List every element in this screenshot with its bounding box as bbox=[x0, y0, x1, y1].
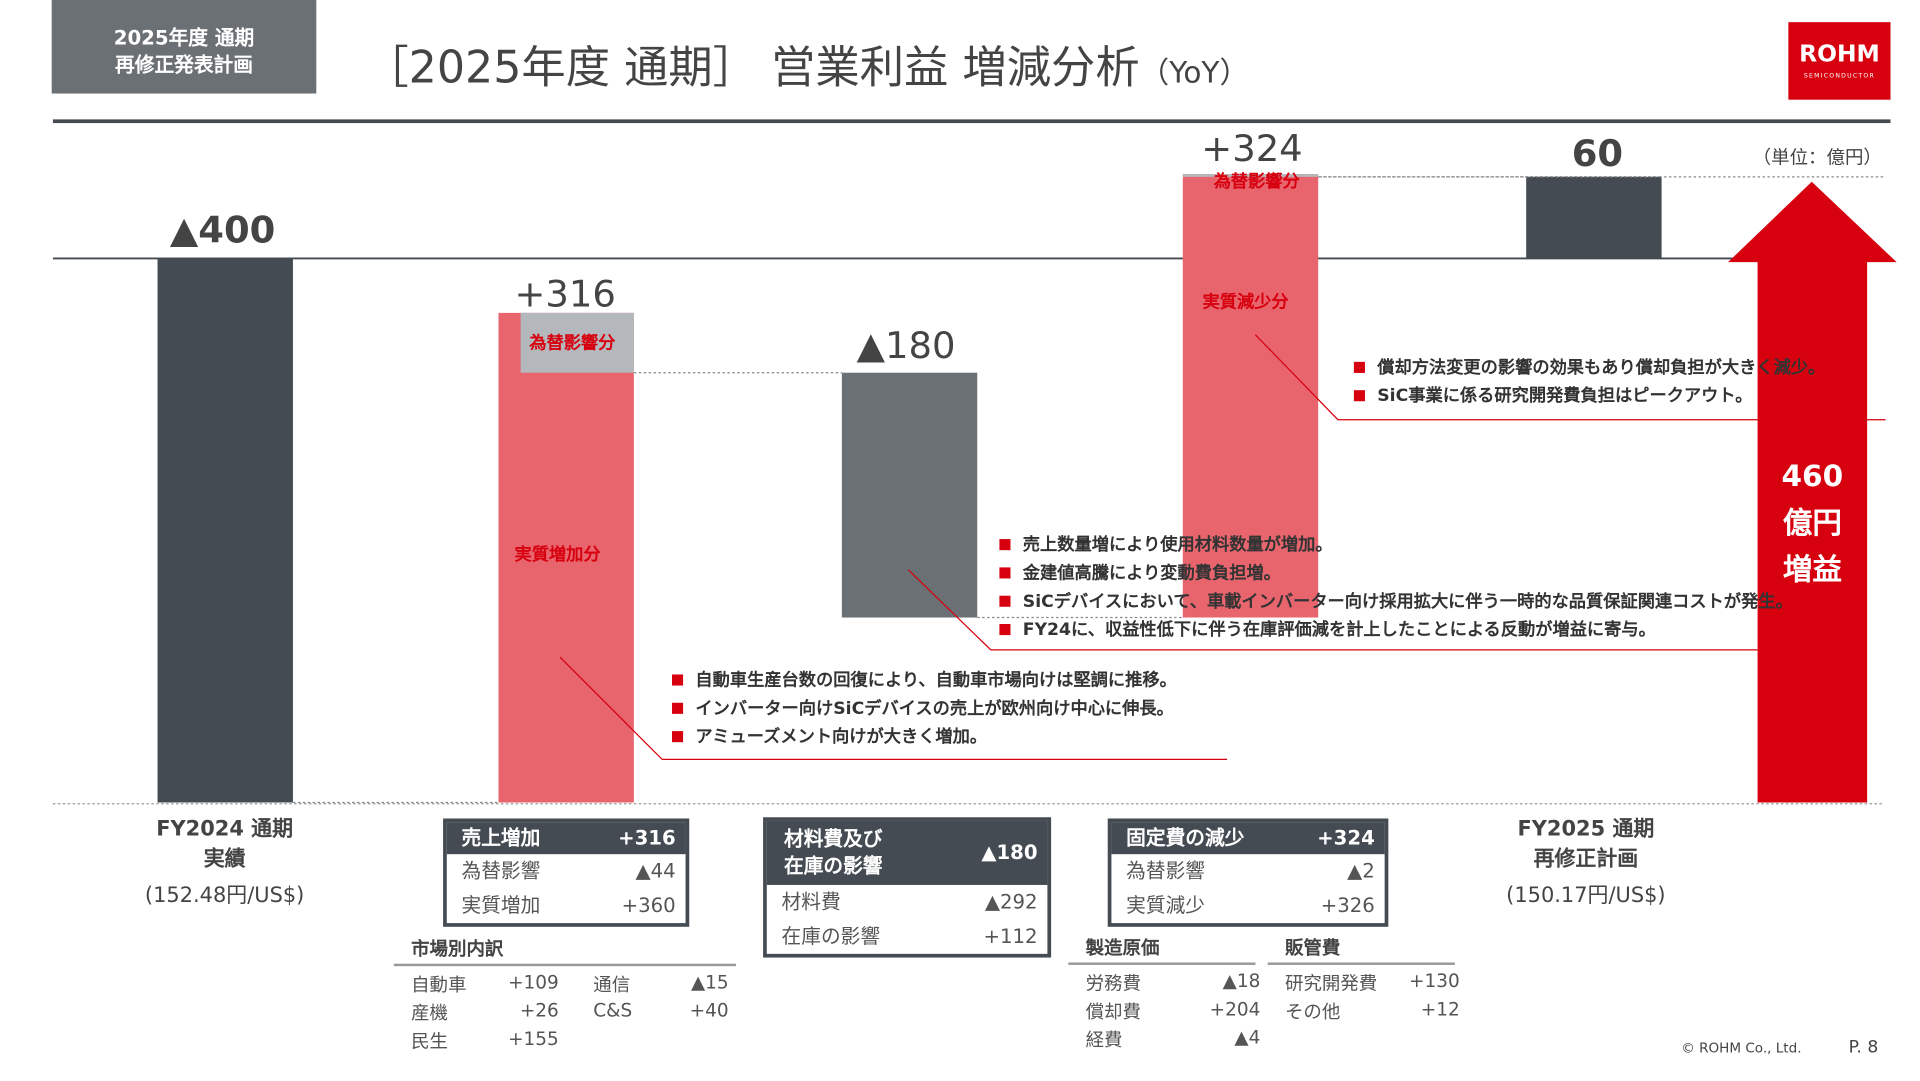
notes-materials: 売上数量増により使用材料数量が増加。 金建値高騰により変動費負担増。 SiCデバ… bbox=[999, 532, 1793, 645]
table-sales: 売上増加 +316 為替影響 ▲44 実質増加 +360 bbox=[443, 818, 690, 927]
note-item: アミューズメント向けが大きく増加。 bbox=[672, 724, 1177, 752]
table-fixed: 固定費の減少 +324 為替影響 ▲2 実質減少 +326 bbox=[1107, 818, 1389, 927]
segment-label-sales-fx: 為替影響分 bbox=[529, 333, 616, 354]
table-row: 材料費 ▲292 bbox=[781, 889, 1038, 914]
title-text: ［2025年度 通期］ 営業利益 増減分析 bbox=[364, 43, 1140, 94]
notes-fixed: 償却方法変更の影響の効果もあり償却負担が大きく減少。 SiC事業に係る研究開発費… bbox=[1353, 354, 1825, 411]
value-label-sales: +316 bbox=[514, 273, 616, 317]
arrow-label: 460 億円 増益 bbox=[1781, 459, 1844, 588]
bar-total bbox=[1526, 176, 1662, 259]
page-number: P. 8 bbox=[1848, 1037, 1879, 1058]
leader-line-fixed bbox=[1254, 334, 1886, 421]
market-breakdown: 市場別内訳 自動車 +109 通信 ▲15 産機 +26 C&S +40 民生 +155 bbox=[393, 935, 737, 1053]
increase-arrow bbox=[1728, 181, 1897, 803]
note-item: インバーター向けSiCデバイスの売上が欧州向け中心に伸長。 bbox=[672, 695, 1177, 723]
segment-label-sales-real: 実質増加分 bbox=[514, 545, 601, 565]
plan-badge: 2025年度 通期 再修正発表計画 bbox=[51, 0, 317, 94]
copyright: © ROHM Co., Ltd. bbox=[1681, 1040, 1802, 1057]
table-row: 実質減少 +326 bbox=[1126, 893, 1375, 917]
value-label-fy2025: 60 bbox=[1571, 132, 1624, 177]
bar-fx-effect bbox=[520, 312, 634, 373]
bar-increase-real bbox=[498, 312, 634, 803]
sga-breakdown: 販管費 研究開発費 +130 その他 +12 bbox=[1267, 934, 1460, 1024]
badge-line1: 2025年度 通期 bbox=[113, 25, 255, 50]
category-fy2025: FY2025 通期 再修正計画 (150.17円/US$) bbox=[1506, 817, 1666, 909]
note-item: SiC事業に係る研究開発費負担はピークアウト。 bbox=[1353, 383, 1825, 411]
title-suffix: （YoY） bbox=[1139, 55, 1249, 90]
note-item: SiCデバイスにおいて、車載インバーター向け採用拡大に伴う一時的な品質保証関連コ… bbox=[999, 588, 1793, 616]
table-row: 為替影響 ▲44 bbox=[461, 859, 676, 883]
note-item: 売上数量増により使用材料数量が増加。 bbox=[999, 532, 1792, 560]
value-label-materials: ▲180 bbox=[856, 324, 956, 369]
unit-label: （単位：億円） bbox=[1752, 146, 1882, 169]
value-label-fy2024: ▲400 bbox=[169, 209, 276, 253]
leader-line-materials bbox=[907, 569, 1758, 651]
badge-line2: 再修正発表計画 bbox=[115, 52, 253, 77]
bar-decrease bbox=[841, 372, 978, 618]
note-item: 自動車生産台数の回復により、自動車市場向けは堅調に推移。 bbox=[672, 667, 1177, 695]
segment-label-fixed-real: 実質減少分 bbox=[1202, 292, 1289, 313]
value-label-fixed: +324 bbox=[1201, 128, 1303, 172]
segment-label-fixed-fx: 為替影響分 bbox=[1213, 172, 1300, 193]
notes-sales: 自動車生産台数の回復により、自動車市場向けは堅調に推移。 インバーター向けSiC… bbox=[672, 667, 1177, 752]
bar-total bbox=[157, 258, 293, 803]
page-title: ［2025年度 通期］ 営業利益 増減分析（YoY） bbox=[364, 32, 1249, 96]
table-materials: 材料費及び 在庫の影響 ▲180 材料費 ▲292 在庫の影響 +112 bbox=[763, 817, 1052, 958]
leader-line-sales bbox=[559, 656, 1228, 761]
table-row: 在庫の影響 +112 bbox=[781, 924, 1038, 948]
table-row: 為替影響 ▲2 bbox=[1126, 859, 1375, 883]
note-item: 償却方法変更の影響の効果もあり償却負担が大きく減少。 bbox=[1353, 354, 1825, 382]
mfg-cost-breakdown: 製造原価 労務費 ▲18 償却費 +204 経費 ▲4 bbox=[1068, 934, 1260, 1052]
rohm-logo: ROHM SEMICONDUCTOR bbox=[1788, 22, 1891, 100]
category-fy2024: FY2024 通期 実績 (152.48円/US$) bbox=[144, 817, 305, 909]
title-rule bbox=[52, 119, 1891, 124]
bar-fx-effect bbox=[1182, 174, 1319, 177]
note-item: 金建値高騰により変動費負担増。 bbox=[999, 560, 1792, 588]
bar-increase-real bbox=[1182, 174, 1319, 618]
table-row: 実質増加 +360 bbox=[461, 893, 676, 917]
note-item: FY24に、収益性低下に伴う在庫評価減を計上したことによる反動が増益に寄与。 bbox=[999, 617, 1792, 645]
